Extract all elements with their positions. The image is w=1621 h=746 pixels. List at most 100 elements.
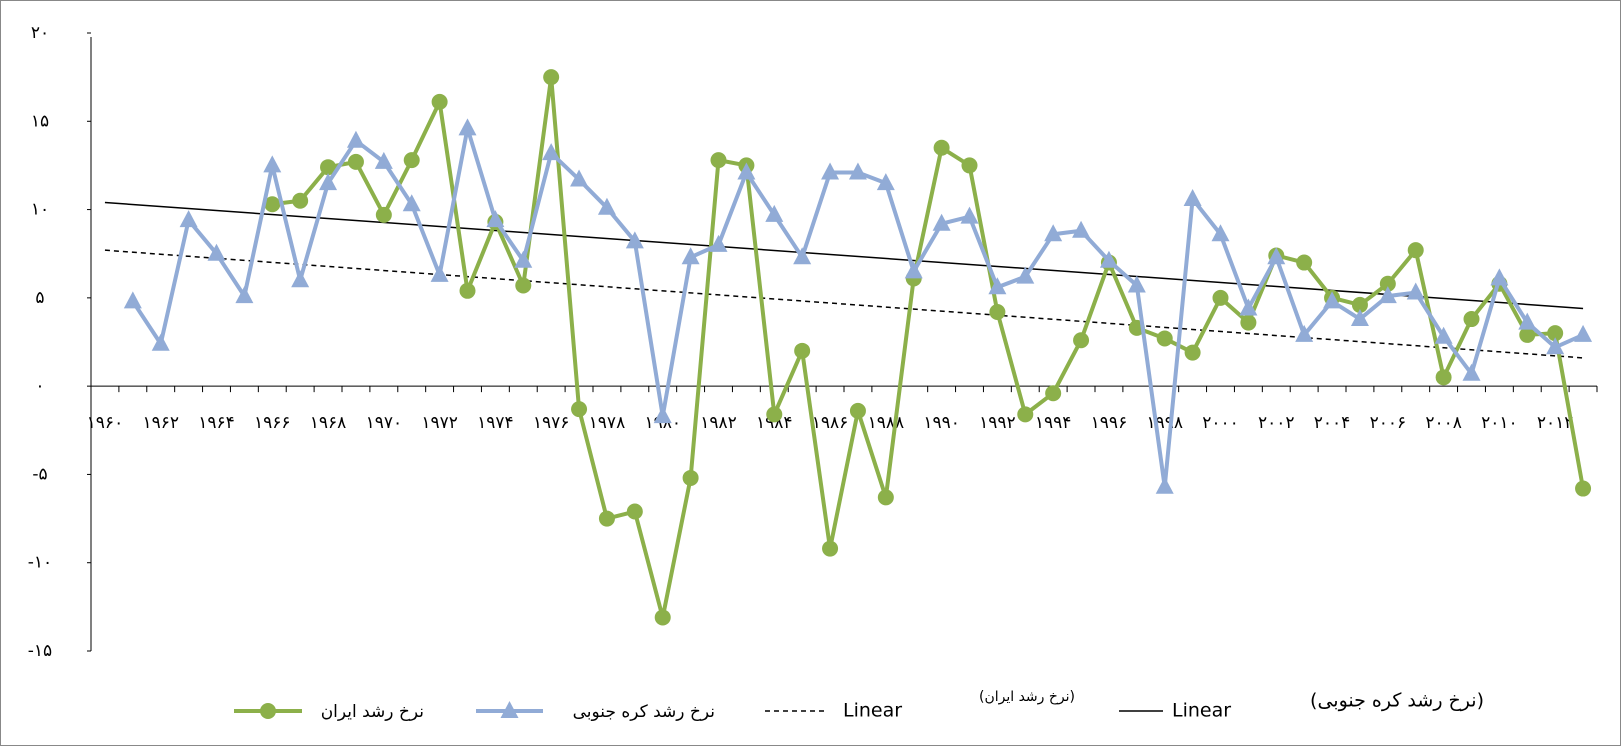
marker (849, 402, 866, 419)
x-tick-label: ۱۹۹۰ (923, 413, 960, 433)
marker (1183, 188, 1202, 206)
marker (766, 406, 783, 423)
marker (625, 231, 644, 249)
marker (1267, 247, 1286, 265)
y-tick-label: -۱۵ (28, 641, 52, 661)
y-tick-label: ۱۵ (31, 111, 49, 131)
marker (403, 152, 420, 169)
marker (932, 213, 951, 231)
marker (260, 703, 276, 719)
marker (653, 406, 672, 424)
marker (1044, 224, 1063, 242)
marker (1462, 363, 1481, 381)
marker (458, 118, 477, 136)
x-tick-label: ۱۹۸۴ (756, 413, 793, 433)
x-tick-label: ۱۹۶۲ (142, 413, 179, 433)
marker (500, 701, 519, 718)
marker (1407, 242, 1424, 259)
marker (291, 270, 310, 288)
marker (1434, 326, 1453, 344)
marker (347, 153, 364, 170)
marker (151, 333, 170, 351)
marker (933, 139, 950, 156)
marker (319, 173, 338, 191)
marker (346, 130, 365, 148)
marker (1127, 275, 1146, 293)
marker (794, 342, 811, 359)
marker (1156, 330, 1173, 347)
y-tick-label: -۵ (32, 464, 47, 484)
y-tick-label: -۱۰ (28, 553, 52, 573)
marker (1463, 311, 1480, 328)
marker (374, 151, 393, 169)
marker (821, 162, 840, 180)
marker (515, 277, 532, 294)
marker (598, 510, 615, 527)
marker (1378, 286, 1397, 304)
legend-item: نرخ رشد ایران (234, 702, 424, 722)
x-tick-label: ۲۰۰۸ (1425, 413, 1462, 433)
x-tick-label: ۱۹۸۲ (700, 413, 737, 433)
marker (1045, 385, 1062, 402)
x-tick-label: ۱۹۹۶ (1091, 413, 1128, 433)
marker (1546, 337, 1565, 355)
marker (1519, 326, 1536, 343)
marker (765, 204, 784, 222)
marker (822, 540, 839, 557)
marker (431, 93, 448, 110)
marker (1099, 250, 1118, 268)
marker (123, 291, 142, 309)
legend-label: نرخ رشد ایران (321, 702, 424, 722)
marker (1211, 224, 1230, 242)
marker (1406, 282, 1425, 300)
marker (402, 194, 421, 212)
marker (1350, 309, 1369, 327)
marker (375, 206, 392, 223)
marker (264, 196, 281, 213)
trend-line (104, 249, 1584, 359)
marker (263, 155, 282, 173)
legend-item: Linear (نرخ رشد ایران) (765, 689, 1075, 722)
marker (1155, 476, 1174, 494)
marker (1574, 324, 1593, 342)
marker (570, 169, 589, 187)
x-tick-label: ۱۹۷۰ (366, 413, 403, 433)
x-tick-label: ۱۹۷۶ (533, 413, 570, 433)
x-tick-label: ۲۰۰۲ (1258, 413, 1295, 433)
marker (486, 210, 505, 228)
marker (654, 609, 671, 626)
marker (597, 197, 616, 215)
marker (1435, 369, 1452, 386)
marker (961, 157, 978, 174)
x-tick-label: ۱۹۷۲ (421, 413, 458, 433)
x-tick-label: ۲۰۰۰ (1202, 413, 1239, 433)
marker (1212, 289, 1229, 306)
marker (571, 401, 588, 418)
x-tick-label: ۱۹۹۸ (1146, 413, 1183, 433)
marker (1351, 296, 1368, 313)
legend-item: Linear (نرخ رشد کره جنوبی) (1119, 690, 1484, 722)
x-tick-label: ۱۹۸۸ (868, 413, 905, 433)
x-tick-label: ۱۹۷۸ (589, 413, 626, 433)
marker (1016, 266, 1035, 284)
marker (681, 247, 700, 265)
marker (1072, 220, 1091, 238)
marker (1490, 268, 1509, 286)
marker (793, 247, 812, 265)
trend-line (104, 201, 1584, 310)
marker (179, 210, 198, 228)
marker (1547, 325, 1564, 342)
marker (988, 277, 1007, 295)
legend-item: نرخ رشد کره جنوبی (476, 701, 715, 722)
marker (682, 469, 699, 486)
marker (542, 143, 561, 161)
x-tick-label: ۲۰۰۶ (1370, 413, 1407, 433)
legend-label: نرخ رشد کره جنوبی (573, 702, 715, 722)
x-tick-label: ۱۹۶۴ (198, 413, 235, 433)
marker (626, 503, 643, 520)
y-tick-label: ۲۰ (31, 23, 49, 43)
marker (514, 250, 533, 268)
marker (235, 286, 254, 304)
